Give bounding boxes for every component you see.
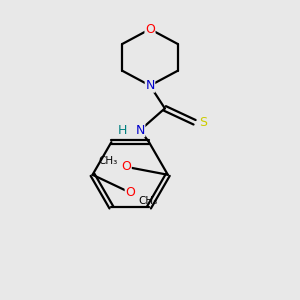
- Text: CH₃: CH₃: [138, 196, 158, 206]
- Text: CH₃: CH₃: [99, 156, 118, 166]
- Text: H: H: [118, 124, 127, 137]
- Text: N: N: [145, 79, 155, 92]
- Text: O: O: [125, 186, 135, 199]
- Text: N: N: [135, 124, 145, 137]
- Text: O: O: [145, 22, 155, 36]
- Text: O: O: [121, 160, 131, 173]
- Text: S: S: [200, 116, 208, 129]
